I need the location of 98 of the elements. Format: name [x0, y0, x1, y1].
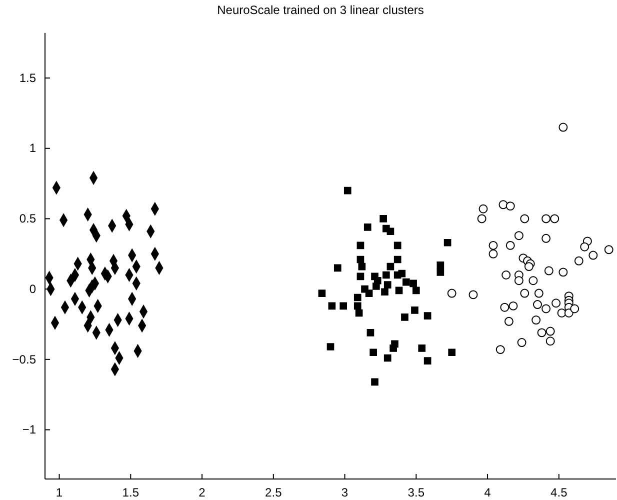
point	[371, 378, 378, 386]
point	[504, 316, 514, 326]
y-tick-label: −0.5	[12, 352, 36, 366]
point	[410, 280, 417, 288]
point	[424, 357, 432, 364]
point	[326, 343, 334, 350]
point	[334, 264, 342, 272]
point	[550, 214, 560, 224]
point	[496, 345, 505, 354]
x-tick-label: 1.5	[122, 486, 140, 500]
point	[398, 270, 406, 278]
point	[424, 312, 432, 320]
point	[544, 266, 554, 276]
point	[500, 302, 510, 312]
point	[354, 294, 362, 302]
point	[365, 290, 373, 297]
point	[370, 348, 377, 356]
point	[318, 290, 326, 297]
point	[395, 286, 403, 294]
point	[558, 122, 568, 132]
point	[498, 200, 508, 210]
point	[401, 314, 408, 321]
point	[411, 306, 418, 314]
point	[381, 288, 388, 296]
point	[382, 271, 390, 279]
x-tick-label: 1	[56, 486, 63, 500]
point	[520, 288, 530, 298]
point	[402, 278, 410, 286]
point	[358, 262, 366, 270]
point	[508, 301, 518, 310]
point	[436, 268, 444, 276]
point	[468, 290, 478, 300]
point	[520, 214, 530, 224]
y-tick-label: −1	[22, 422, 36, 437]
point	[356, 272, 364, 280]
x-tick-label: 4	[484, 486, 492, 500]
x-tick-label: 3.5	[408, 486, 425, 500]
x-tick-label: 2	[198, 486, 206, 500]
point	[537, 328, 546, 338]
point	[344, 186, 352, 194]
point	[502, 270, 511, 280]
y-tick-label: 0.5	[19, 212, 36, 226]
point	[580, 242, 590, 252]
point	[506, 202, 515, 211]
point	[542, 234, 551, 243]
point	[558, 268, 568, 277]
point	[364, 223, 372, 231]
x-tick-label: 4.5	[550, 486, 568, 500]
point	[534, 288, 544, 298]
point	[574, 256, 584, 266]
point	[552, 298, 561, 308]
point	[546, 326, 555, 336]
point	[447, 288, 456, 298]
point	[542, 304, 551, 314]
point	[546, 336, 555, 346]
point	[356, 242, 364, 250]
point	[394, 242, 402, 250]
point	[384, 281, 392, 289]
y-tick-label: 1.5	[19, 70, 36, 85]
point	[506, 240, 515, 250]
point	[340, 302, 348, 310]
point	[386, 228, 394, 236]
point	[394, 256, 402, 264]
point	[380, 215, 387, 222]
point	[588, 250, 598, 260]
point	[354, 302, 362, 310]
point	[355, 309, 363, 317]
point	[436, 261, 444, 269]
point	[514, 231, 524, 240]
point	[604, 245, 614, 254]
x-tick-label: 3	[341, 486, 348, 500]
y-tick-label: 1	[29, 141, 36, 156]
point	[390, 344, 397, 352]
point	[570, 304, 580, 314]
point	[477, 214, 486, 224]
point	[528, 276, 538, 286]
chart-title: NeuroScale trained on 3 linear clusters	[217, 3, 424, 17]
x-tick-label: 2.5	[265, 486, 282, 500]
point	[542, 214, 551, 224]
point	[384, 354, 392, 362]
point	[366, 329, 374, 336]
point	[356, 256, 364, 264]
point	[372, 282, 380, 290]
point	[532, 316, 541, 324]
point	[533, 300, 542, 310]
point	[517, 338, 526, 348]
y-tick-label: 0	[29, 282, 36, 296]
point	[488, 240, 498, 250]
point	[444, 238, 452, 246]
point	[412, 286, 420, 294]
point	[488, 249, 498, 258]
point	[448, 348, 456, 356]
point	[328, 302, 336, 310]
point	[386, 262, 394, 270]
point	[478, 204, 488, 214]
point	[514, 276, 524, 286]
point	[418, 344, 426, 352]
point	[524, 262, 534, 272]
